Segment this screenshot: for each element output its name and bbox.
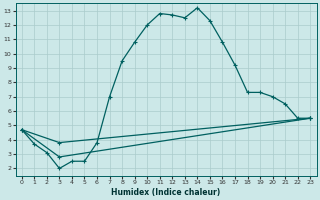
X-axis label: Humidex (Indice chaleur): Humidex (Indice chaleur) [111, 188, 221, 197]
